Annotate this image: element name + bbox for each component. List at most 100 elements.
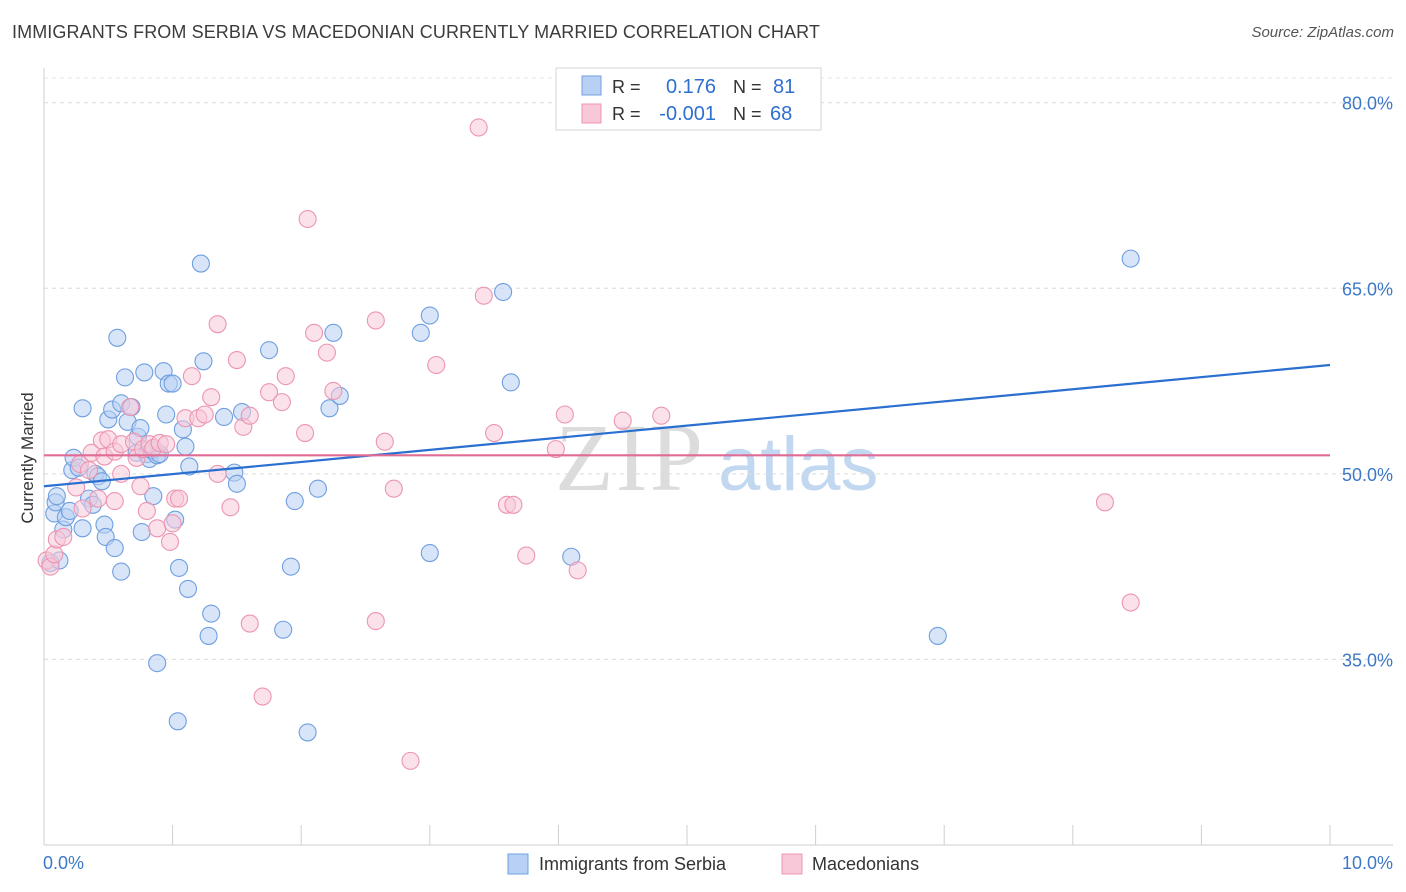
point-macedonians	[163, 514, 182, 533]
point-macedonians	[613, 411, 632, 430]
axes	[43, 68, 1393, 846]
point-serbia	[73, 399, 92, 418]
point-macedonians	[67, 478, 86, 497]
point-serbia	[420, 306, 439, 325]
legend-r-value-1: 0.176	[666, 76, 716, 98]
x-tick-label-min: 0.0%	[43, 853, 84, 873]
trend-line-serbia	[43, 363, 1331, 488]
point-macedonians	[182, 367, 201, 386]
point-serbia	[411, 323, 430, 342]
source-label: Source: ZipAtlas.com	[1251, 24, 1394, 41]
series-legend-swatch-serbia	[507, 853, 529, 875]
stats-legend: R = 0.176 N = 81 R = -0.001 N = 68	[555, 67, 822, 131]
point-macedonians	[652, 406, 671, 425]
point-macedonians	[272, 393, 291, 412]
point-macedonians	[324, 381, 343, 401]
point-macedonians	[504, 495, 523, 514]
point-serbia	[259, 341, 279, 360]
point-macedonians	[202, 388, 221, 407]
point-serbia	[308, 479, 327, 498]
point-serbia	[191, 254, 210, 273]
point-serbia	[1121, 249, 1140, 268]
point-serbia	[214, 407, 234, 427]
point-macedonians	[221, 498, 240, 517]
point-macedonians	[45, 545, 64, 564]
point-serbia	[180, 457, 199, 476]
point-macedonians	[131, 477, 150, 496]
point-serbia	[47, 487, 66, 506]
point-macedonians	[73, 499, 92, 518]
point-serbia	[227, 474, 246, 493]
point-serbia	[135, 363, 154, 382]
point-macedonians	[555, 405, 574, 424]
point-serbia	[194, 352, 213, 371]
point-serbia	[320, 399, 339, 418]
gridlines: 35.0% 50.0% 65.0% 80.0%	[44, 77, 1393, 670]
point-macedonians	[195, 405, 214, 424]
point-serbia	[168, 712, 187, 731]
point-serbia	[132, 522, 151, 542]
y-tick-label: 80.0%	[1342, 94, 1393, 114]
point-serbia	[148, 654, 167, 673]
point-macedonians	[366, 311, 385, 330]
point-macedonians	[474, 286, 493, 305]
trend-lines	[43, 363, 1331, 488]
point-macedonians	[366, 612, 385, 631]
point-macedonians	[208, 315, 227, 334]
point-serbia	[157, 405, 176, 424]
point-macedonians	[148, 519, 167, 538]
point-macedonians	[375, 432, 394, 451]
point-serbia	[73, 519, 92, 538]
legend-n-label-2: N =	[733, 104, 762, 124]
point-macedonians	[485, 423, 504, 443]
point-macedonians	[157, 435, 176, 454]
y-tick-label: 50.0%	[1342, 465, 1393, 485]
point-serbia	[112, 562, 131, 581]
point-macedonians	[296, 423, 315, 443]
point-macedonians	[54, 527, 73, 547]
legend-n-value-2: 68	[770, 103, 792, 125]
point-serbia	[199, 626, 218, 645]
point-macedonians	[384, 479, 403, 498]
point-macedonians	[253, 687, 272, 706]
series-macedonians	[37, 118, 1140, 770]
point-macedonians	[169, 489, 189, 508]
point-macedonians	[305, 323, 324, 342]
point-serbia	[285, 492, 304, 511]
point-macedonians	[88, 489, 108, 508]
point-macedonians	[240, 406, 259, 425]
point-macedonians	[517, 546, 536, 565]
point-macedonians	[240, 614, 259, 633]
point-macedonians	[546, 440, 565, 459]
legend-n-value-1: 81	[773, 76, 795, 98]
point-macedonians	[208, 464, 227, 483]
point-macedonians	[105, 492, 124, 511]
point-macedonians	[160, 532, 180, 551]
point-serbia	[169, 558, 189, 577]
y-axis-label: Currently Married	[18, 392, 37, 523]
y-tick-label: 35.0%	[1342, 650, 1393, 670]
legend-r-label-2: R =	[612, 104, 641, 124]
watermark: ZIP atlas	[555, 404, 879, 511]
point-serbia	[928, 626, 947, 645]
point-macedonians	[427, 355, 446, 375]
chart-title: IMMIGRANTS FROM SERBIA VS MACEDONIAN CUR…	[12, 22, 820, 42]
point-macedonians	[259, 383, 279, 402]
series-legend: Immigrants from Serbia Macedonians	[507, 853, 919, 875]
series-legend-swatch-macedonians	[781, 853, 803, 875]
point-macedonians	[1095, 493, 1114, 512]
point-macedonians	[121, 398, 140, 417]
legend-swatch-macedonians	[581, 103, 602, 124]
point-serbia	[202, 604, 221, 623]
x-tick-label-max: 10.0%	[1342, 853, 1393, 873]
point-serbia	[176, 437, 195, 456]
point-serbia	[163, 374, 182, 393]
point-macedonians	[1121, 593, 1140, 612]
point-macedonians	[401, 751, 420, 770]
point-serbia	[178, 579, 198, 598]
point-macedonians	[276, 367, 295, 386]
legend-r-label-1: R =	[612, 77, 641, 97]
point-macedonians	[227, 351, 246, 370]
point-macedonians	[298, 209, 317, 229]
